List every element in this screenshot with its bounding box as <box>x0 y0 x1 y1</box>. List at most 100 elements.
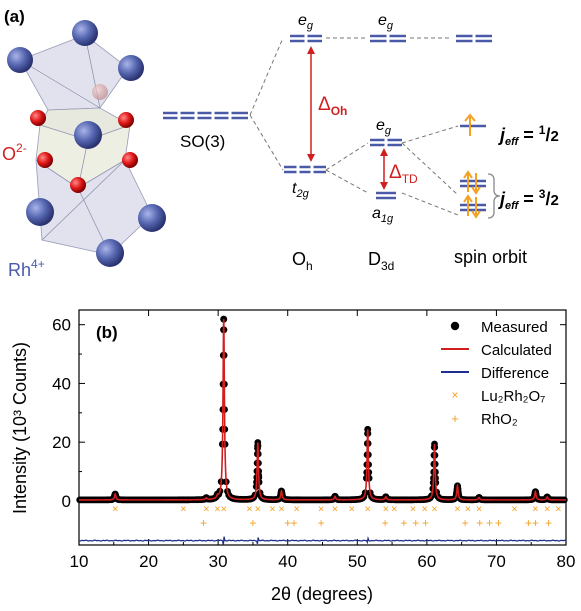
rh-atom <box>72 20 98 46</box>
rho2-reflection: + <box>412 516 419 530</box>
column-label-d3d: D3d <box>368 249 394 273</box>
rh-atom <box>74 121 102 149</box>
rho2-reflection: + <box>486 516 493 530</box>
d3d-a1g-level <box>376 191 396 200</box>
level-connectors <box>249 37 459 216</box>
jeff-three-halves-levels <box>460 170 501 219</box>
d3d-eg-top-label: eg <box>378 12 394 32</box>
lu2rh2o7-reflection: × <box>203 503 209 515</box>
d3d-eg-label: eg <box>376 117 392 137</box>
lu2rh2o7-reflection: × <box>476 503 482 515</box>
lu2rh2o7-reflection: × <box>332 503 338 515</box>
o-atom <box>92 84 108 100</box>
rh-octahedra-illustration <box>7 20 166 267</box>
legend-measured-marker <box>450 321 460 331</box>
rho2-reflection: + <box>545 516 552 530</box>
x-tick-label: 30 <box>209 552 228 571</box>
x-tick-label: 70 <box>487 552 506 571</box>
lu2rh2o7-reflection: × <box>391 503 397 515</box>
panel-b-label: (b) <box>96 323 118 342</box>
y-tick-label: 20 <box>52 433 71 452</box>
jeff-half-label: jeff = 1/2 <box>498 123 559 148</box>
rho2-reflection: + <box>284 516 291 530</box>
lu2rh2o7-reflection: × <box>431 503 437 515</box>
oh-eg-label: eg <box>298 12 314 32</box>
rh-atom <box>26 198 54 226</box>
rh-atom <box>7 47 33 73</box>
lu2rh2o7-reflection: × <box>454 503 460 515</box>
x-tick-label: 40 <box>278 552 297 571</box>
legend-label: Calculated <box>481 342 552 359</box>
x-axis-title: 2θ (degrees) <box>271 584 373 604</box>
lu2rh2o7-reflection: × <box>383 503 389 515</box>
lu2rh2o7-reflection: × <box>365 503 371 515</box>
calculated-line <box>79 319 566 501</box>
legend-lu2rh2o7-marker: × <box>451 388 458 402</box>
lu2rh2o7-reflection: × <box>349 503 355 515</box>
legend-label: Lu₂Rh₂O₇ <box>481 388 545 405</box>
x-tick-label: 20 <box>139 552 158 571</box>
rh-atom <box>96 239 124 267</box>
jeff-brace <box>487 173 501 219</box>
rho2-reflection: + <box>400 516 407 530</box>
rho2-reflection: + <box>382 516 389 530</box>
o-atom <box>30 110 46 126</box>
lu2rh2o7-reflection: × <box>214 503 220 515</box>
lu2rh2o7-reflection: × <box>555 503 561 515</box>
o-atom <box>70 177 86 193</box>
y-tick-label: 0 <box>62 492 71 511</box>
x-tick-label: 50 <box>348 552 367 571</box>
legend-label: RhO₂ <box>481 411 518 428</box>
lu2rh2o7-reflection: × <box>532 503 538 515</box>
jeff-three-halves-label: jeff = 3/2 <box>498 187 559 212</box>
x-tick-label: 80 <box>557 552 576 571</box>
lu2rh2o7-reflection: × <box>465 503 471 515</box>
rho2-reflection: + <box>462 516 469 530</box>
legend-label: Difference <box>481 365 549 382</box>
x-tick-label: 10 <box>70 552 89 571</box>
delta-td-label: ΔTD <box>389 162 418 186</box>
so3-levels <box>163 111 248 120</box>
y-axis-title: Intensity (10³ Counts) <box>10 342 30 514</box>
lu2rh2o7-reflection: × <box>246 503 252 515</box>
oh-t2g-label: t2g <box>292 180 310 200</box>
lu2rh2o7-reflection: × <box>318 503 324 515</box>
lu2rh2o7-reflection: × <box>112 503 118 515</box>
rho2-reflection: + <box>290 516 297 530</box>
lu2rh2o7-reflection: × <box>294 503 300 515</box>
panel-a-label: (a) <box>4 7 25 26</box>
x-tick-label: 60 <box>417 552 436 571</box>
lu2rh2o7-reflection: × <box>544 503 550 515</box>
rho2-reflection: + <box>525 516 532 530</box>
legend: × + Measured Calculated Difference Lu₂Rh₂O₇ Rh… <box>441 319 552 428</box>
y-tick-label: 40 <box>52 374 71 393</box>
y-tick-label: 60 <box>52 316 71 335</box>
jeff-half-level <box>460 113 486 136</box>
legend-label: Measured <box>481 319 548 336</box>
rho2-reflection: + <box>200 516 207 530</box>
rho2-reflection: + <box>318 516 325 530</box>
lu2rh2o7-reflection: × <box>278 503 284 515</box>
column-label-spin-orbit: spin orbit <box>454 247 527 267</box>
lu2rh2o7-reflection: × <box>255 503 261 515</box>
rho2-reflection: + <box>422 516 429 530</box>
legend-rho2-marker: + <box>451 411 459 426</box>
rh4-ion-label: Rh4+ <box>8 257 45 280</box>
o-atom <box>122 152 138 168</box>
lu2rh2o7-reflection: × <box>269 503 275 515</box>
o-atom <box>118 112 134 128</box>
rho2-reflection: + <box>495 516 502 530</box>
lu2rh2o7-reflection: × <box>410 503 416 515</box>
column-label-oh: Oh <box>292 249 313 273</box>
rh-atom <box>118 55 144 81</box>
difference-line <box>78 536 567 545</box>
o-atom <box>37 152 53 168</box>
oh-t2g-level <box>284 165 326 174</box>
rh-atom <box>138 204 166 232</box>
o2-ion-label: O2- <box>2 141 27 164</box>
so3-label: SO(3) <box>180 132 225 151</box>
panel-a-crystal-field-diagram: (a) O2- <box>2 7 559 280</box>
rho2-reflection: + <box>476 516 483 530</box>
